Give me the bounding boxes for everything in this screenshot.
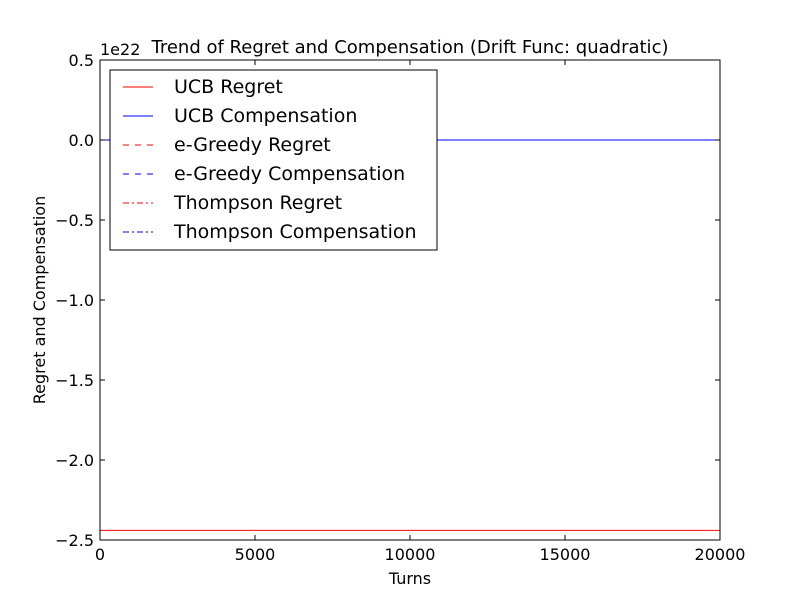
x-tick-label: 5000 [235,545,276,564]
y-tick-label: −1.5 [55,371,94,390]
y-tick-label: −2.5 [55,531,94,550]
chart-title: Trend of Regret and Compensation (Drift … [151,37,669,58]
x-tick-label: 0 [95,545,105,564]
x-tick-label: 10000 [385,545,436,564]
legend-label: Thompson Regret [173,192,342,214]
ticks-layer: 0 5000 10000 15000 20000 0.5 0.0 −0.5 −1.0 −1.5 −2… [55,51,745,564]
y-tick-label: −0.5 [55,211,94,230]
y-tick-label: 0.0 [69,131,94,150]
legend-label: e-Greedy Regret [174,134,331,156]
y-tick-label: −2.0 [55,451,94,470]
x-tick-label: 15000 [540,545,591,564]
legend-label: UCB Regret [174,76,283,98]
legend-box [109,69,438,251]
y-tick-label: −1.0 [55,291,94,310]
legend-label: Thompson Compensation [173,221,417,243]
y-tick-label: 0.5 [69,51,94,70]
x-tick-label: 20000 [695,545,746,564]
y-offset-label: 1e22 [100,40,140,59]
x-axis-label: Turns [388,569,431,588]
legend-label: e-Greedy Compensation [174,163,405,185]
legend-label: UCB Compensation [174,105,357,127]
y-axis-label: Regret and Compensation [30,196,49,405]
legend: UCB Regret UCB Compensation e-Greedy Regre… [109,69,438,251]
